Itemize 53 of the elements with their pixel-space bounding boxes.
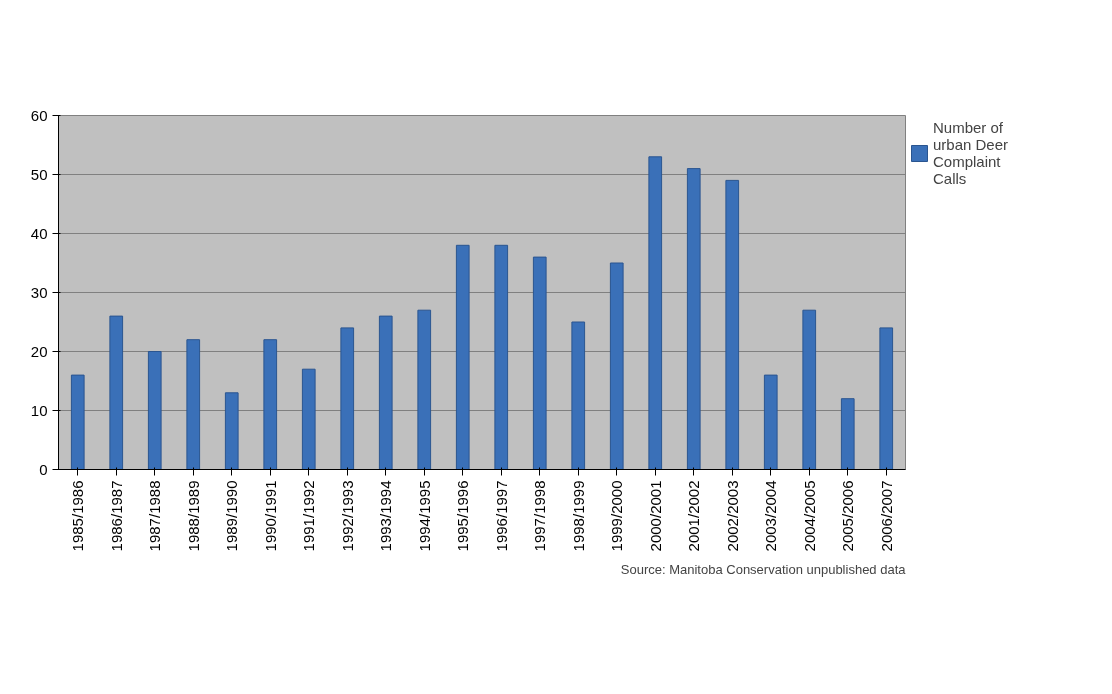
- bar: [648, 156, 663, 470]
- bar: [301, 368, 316, 470]
- bar: [378, 315, 393, 470]
- bar: [263, 339, 278, 470]
- x-tick-label: 1989/1990: [223, 480, 241, 552]
- legend-label: Number of urban Deer Complaint Calls: [933, 119, 1009, 187]
- y-tick-label: 0: [39, 460, 48, 478]
- y-tick-label: 20: [30, 342, 48, 360]
- bar: [109, 315, 124, 470]
- bar: [686, 168, 701, 470]
- bar: [532, 256, 547, 470]
- y-tick-label: 50: [30, 165, 48, 183]
- x-tick-label: 1993/1994: [377, 480, 395, 552]
- x-tick-label: 1999/2000: [608, 480, 626, 552]
- bar: [147, 351, 162, 470]
- bar: [879, 327, 894, 470]
- x-tick-label: 2002/2003: [723, 480, 741, 552]
- x-tick-label: 1991/1992: [300, 480, 318, 552]
- x-tick-label: 1986/1987: [107, 480, 125, 552]
- x-tick-label: 1985/1986: [69, 480, 87, 552]
- x-tick-label: 1987/1988: [146, 480, 164, 552]
- bar: [340, 327, 355, 470]
- bar: [571, 321, 586, 470]
- bar: [224, 392, 239, 470]
- y-tick-label: 40: [30, 224, 48, 242]
- bar: [455, 244, 470, 470]
- x-tick-label: 1997/1998: [531, 480, 549, 552]
- x-tick-label: 1998/1999: [569, 480, 587, 552]
- bar: [417, 309, 432, 470]
- bar: [802, 309, 817, 470]
- x-tick-label: 2004/2005: [800, 480, 818, 552]
- source-note: Source: Manitoba Conservation unpublished data: [620, 561, 907, 577]
- y-tick-label: 30: [30, 283, 48, 301]
- bar: [494, 244, 509, 470]
- x-tick-label: 2001/2002: [685, 480, 703, 552]
- bar: [763, 374, 778, 470]
- bar: [186, 339, 201, 470]
- x-tick-label: 2006/2007: [877, 480, 895, 552]
- x-tick-label: 1994/1995: [415, 480, 433, 552]
- bar: [609, 262, 624, 470]
- x-tick-label: 1988/1989: [184, 480, 202, 552]
- y-tick-label: 10: [30, 401, 48, 419]
- x-tick-label: 2000/2001: [646, 480, 664, 552]
- x-tick-label: 2003/2004: [762, 480, 780, 552]
- y-tick-label: 60: [30, 106, 48, 124]
- x-tick-label: 1995/1996: [454, 480, 472, 552]
- bar: [840, 398, 855, 470]
- x-tick-label: 1990/1991: [261, 480, 279, 552]
- x-tick-label: 1992/1993: [338, 480, 356, 552]
- bar: [70, 374, 85, 470]
- bar: [725, 179, 740, 470]
- x-tick-label: 2005/2006: [839, 480, 857, 552]
- x-tick-label: 1996/1997: [492, 480, 510, 552]
